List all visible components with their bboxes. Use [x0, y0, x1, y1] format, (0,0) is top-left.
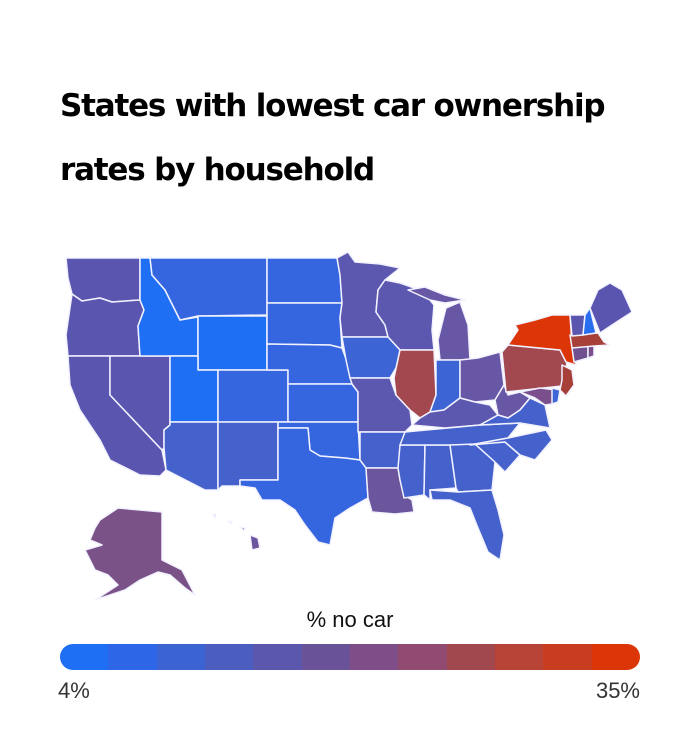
legend-max-label: 35%	[595, 678, 640, 703]
state-mississippi[interactable]	[397, 444, 426, 499]
state-ohio[interactable]	[459, 351, 505, 403]
legend-swatch	[60, 644, 109, 670]
legend-swatch	[398, 644, 447, 670]
state-delaware[interactable]	[551, 387, 561, 405]
state-missouri[interactable]	[349, 377, 413, 433]
state-texas[interactable]	[239, 427, 369, 546]
state-south-dakota[interactable]	[266, 302, 343, 349]
state-massachusetts[interactable]	[569, 332, 611, 349]
legend-swatch	[156, 644, 205, 670]
state-colorado[interactable]	[217, 369, 289, 423]
state-north-dakota[interactable]	[266, 257, 343, 304]
chart-title: States with lowest car ownership rates b…	[60, 88, 606, 188]
legend-swatch	[108, 644, 157, 670]
state-hawaii[interactable]	[212, 513, 261, 551]
state-maine[interactable]	[589, 282, 633, 334]
state-kansas[interactable]	[287, 383, 359, 423]
state-iowa[interactable]	[341, 336, 401, 379]
state-oregon[interactable]	[65, 293, 145, 357]
legend-swatch	[591, 644, 640, 670]
state-rhode-island[interactable]	[587, 345, 595, 359]
state-wyoming[interactable]	[197, 315, 268, 371]
legend-min-label: 4%	[58, 678, 90, 703]
state-virginia[interactable]	[479, 397, 551, 429]
us-choropleth-map	[65, 251, 633, 600]
legend-title: % no car	[306, 607, 394, 632]
state-north-carolina[interactable]	[469, 429, 553, 461]
legend-swatch	[301, 644, 350, 670]
legend-swatch	[494, 644, 544, 670]
legend-swatch	[543, 644, 592, 670]
state-arizona[interactable]	[163, 421, 219, 491]
state-new-hampshire[interactable]	[582, 307, 597, 336]
legend-swatch	[349, 644, 399, 670]
state-washington[interactable]	[65, 257, 141, 303]
state-alaska[interactable]	[84, 507, 196, 600]
legend-swatch	[253, 644, 302, 670]
legend-color-scale	[60, 644, 640, 670]
legend-swatch	[446, 644, 495, 670]
state-new-jersey[interactable]	[559, 364, 575, 397]
state-florida[interactable]	[429, 489, 505, 561]
legend-swatch	[204, 644, 254, 670]
state-pennsylvania[interactable]	[501, 344, 569, 393]
